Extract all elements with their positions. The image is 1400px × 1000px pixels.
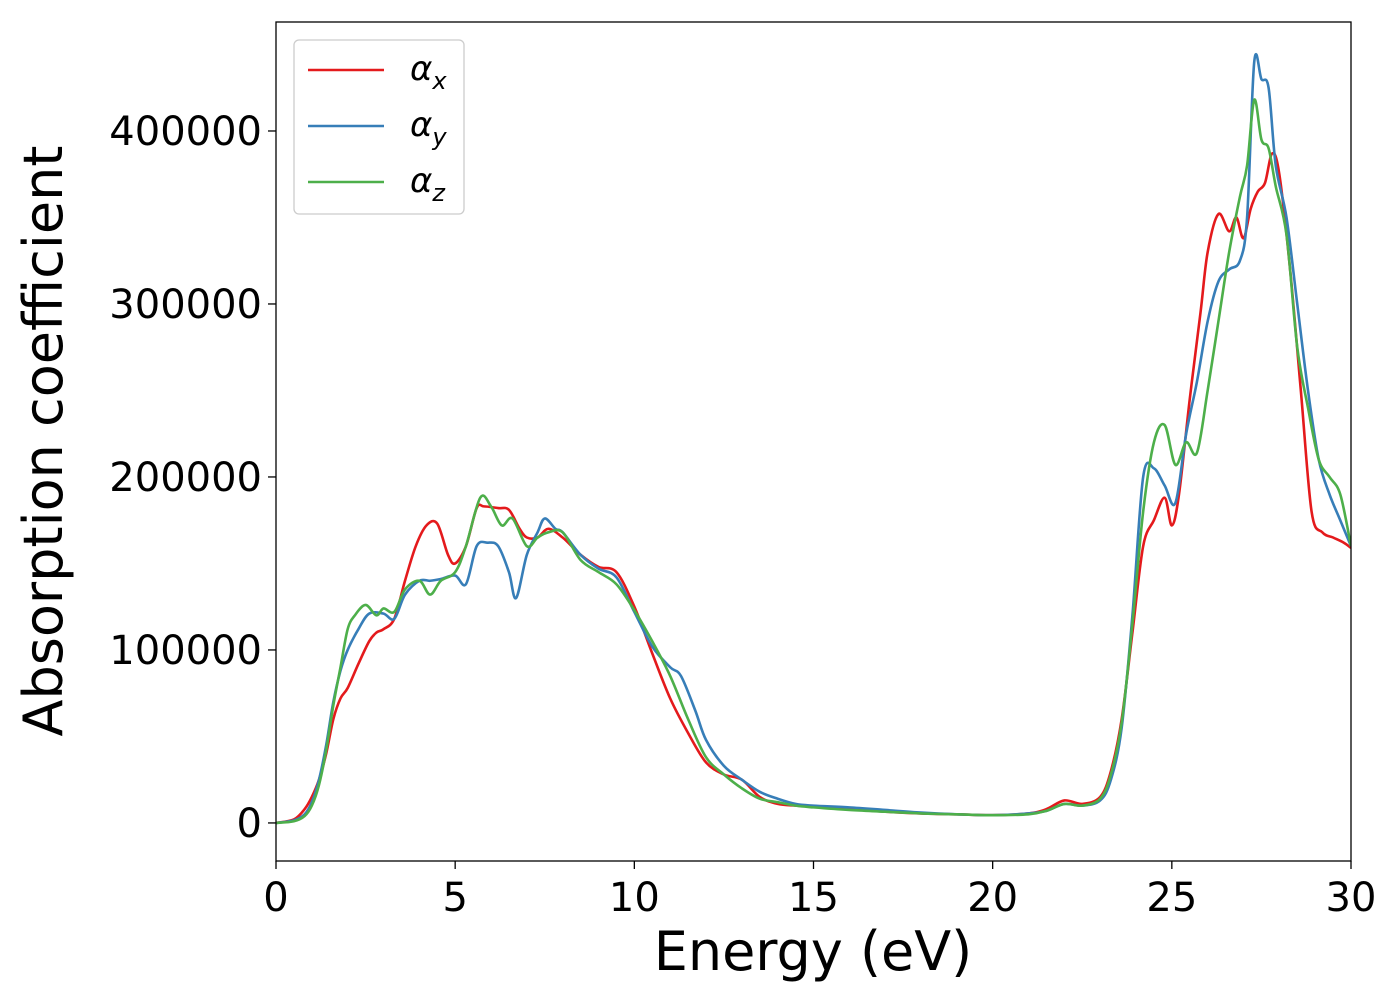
x-tick-label: 10	[609, 875, 660, 921]
x-tick-label: 20	[967, 875, 1018, 921]
legend-subscript: x	[431, 67, 447, 95]
series-line-alpha-y	[276, 52, 1351, 825]
y-axis: 0 100000 200000 300000 400000	[109, 109, 276, 847]
legend-symbol: α	[410, 161, 432, 201]
y-tick-label: 100000	[109, 628, 262, 674]
legend-symbol: α	[410, 49, 432, 89]
legend-subscript: y	[431, 123, 447, 151]
legend-label-alpha-y: αy	[410, 105, 447, 151]
x-tick-label: 5	[442, 875, 467, 921]
series-layer	[276, 52, 1351, 825]
y-axis-label: Absorption coefficient	[12, 146, 75, 737]
legend-subscript: z	[431, 179, 446, 207]
y-tick-label: 200000	[109, 455, 262, 501]
legend-label-alpha-z: αz	[410, 161, 446, 207]
legend-symbol: α	[410, 105, 432, 145]
legend-label-alpha-x: αx	[410, 49, 447, 95]
x-tick-label: 15	[788, 875, 839, 921]
x-tick-label: 25	[1146, 875, 1197, 921]
x-tick-label: 0	[263, 875, 288, 921]
y-tick-label: 0	[237, 801, 262, 847]
y-tick-label: 300000	[109, 282, 262, 328]
x-axis-label: Energy (eV)	[654, 920, 973, 983]
y-tick-label: 400000	[109, 109, 262, 155]
x-tick-label: 30	[1326, 875, 1377, 921]
series-line-alpha-z	[276, 98, 1351, 825]
x-axis: 0 5 10 15 20 25 30	[263, 861, 1376, 921]
